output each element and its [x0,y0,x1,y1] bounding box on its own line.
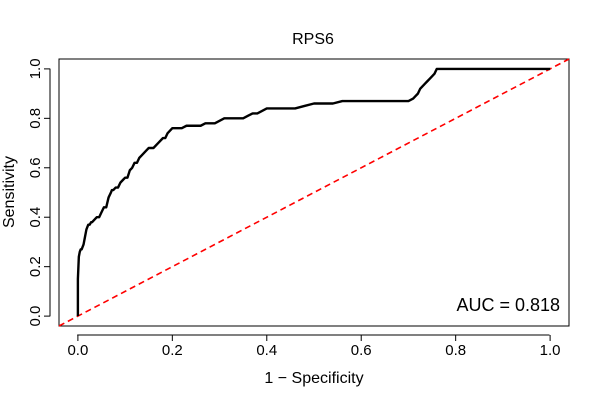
y-tick-label: 0.2 [27,256,44,277]
y-tick-label: 1.0 [27,58,44,79]
x-axis: 0.0 0.2 0.4 0.6 0.8 1.0 [67,334,561,359]
x-tick-label: 0.4 [256,342,277,359]
y-tick-label: 0.6 [27,157,44,178]
auc-annotation: AUC = 0.818 [456,295,560,315]
chart-title: RPS6 [292,31,334,48]
plot-frame [58,58,570,327]
x-tick-label: 0.6 [351,342,372,359]
y-tick-label: 0.4 [27,207,44,228]
x-axis-label: 1 − Specificity [264,370,363,387]
roc-curve-line [76,67,551,317]
y-tick-label: 0.8 [27,108,44,129]
x-tick-label: 0.8 [445,342,466,359]
x-tick-label: 1.0 [540,342,561,359]
y-axis-label: Sensitivity [1,156,18,228]
y-axis: 0.0 0.2 0.4 0.6 0.8 1.0 [27,58,51,327]
reference-diagonal-line [58,58,570,327]
x-tick-label: 0.0 [67,342,88,359]
y-tick-label: 0.0 [27,306,44,327]
x-tick-label: 0.2 [162,342,183,359]
